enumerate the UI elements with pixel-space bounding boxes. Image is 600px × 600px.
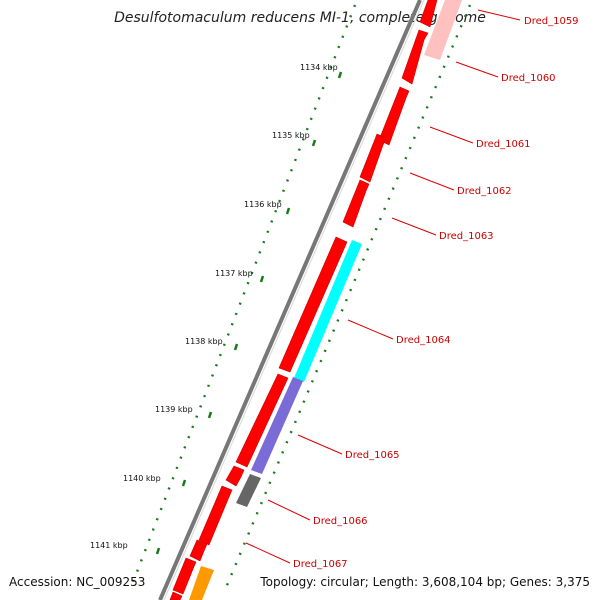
gene-label-dred-1059: Dred_1059 bbox=[524, 16, 579, 27]
gene-block-purple bbox=[251, 377, 303, 474]
topology-label: Topology: circular; Length: 3,608,104 bp… bbox=[260, 575, 590, 589]
gene-arrow-dred-1061 bbox=[378, 86, 410, 146]
kbp-label-1139: 1139 kbp bbox=[155, 405, 193, 414]
gene-block-gray bbox=[236, 474, 261, 507]
gene-arrow-pink bbox=[424, 0, 462, 60]
gene-label-dred-1060: Dred_1060 bbox=[501, 73, 556, 84]
gene-arrow-dred-1060b bbox=[401, 29, 429, 85]
gene-arrow-dred-1062 bbox=[359, 133, 387, 183]
gene-arrow-dred-1060 bbox=[419, 0, 438, 28]
gene-block-orange bbox=[189, 566, 214, 600]
inner-track bbox=[223, 4, 472, 591]
kbp-label-1138: 1138 kbp bbox=[185, 337, 223, 346]
genome-backbone bbox=[158, 0, 425, 600]
gene-arrow-dred-1065 bbox=[235, 373, 289, 468]
gene-label-dred-1065: Dred_1065 bbox=[345, 450, 400, 461]
map-title: Desulfotomaculum reducens MI-1, complete… bbox=[114, 10, 486, 26]
gene-label-dred-1067: Dred_1067 bbox=[293, 559, 348, 570]
gene-arrow-dred-1066 bbox=[225, 465, 245, 487]
gene-block-cyan bbox=[294, 240, 362, 382]
scale-major-ticks bbox=[155, 71, 343, 555]
kbp-label-1136: 1136 kbp bbox=[244, 200, 282, 209]
gene-label-dred-1062: Dred_1062 bbox=[457, 186, 512, 197]
gene-leader-lines bbox=[245, 9, 521, 564]
gene-label-dred-1064: Dred_1064 bbox=[396, 335, 451, 346]
kbp-label-1141: 1141 kbp bbox=[90, 541, 128, 550]
kbp-label-1140: 1140 kbp bbox=[123, 474, 161, 483]
gene-label-dred-1066: Dred_1066 bbox=[313, 516, 368, 527]
gene-arrow-dred-1064 bbox=[278, 236, 348, 373]
gene-arrows-forward bbox=[169, 0, 438, 600]
kbp-label-1134: 1134 kbp bbox=[300, 63, 338, 72]
gene-arrow-dred-1068 bbox=[172, 557, 197, 595]
accession-label: Accession: NC_009253 bbox=[9, 575, 146, 589]
gene-label-dred-1061: Dred_1061 bbox=[476, 139, 531, 150]
gene-arrow-dred-1063 bbox=[342, 179, 370, 228]
gene-arrow-dred-1069 bbox=[169, 591, 183, 600]
kbp-label-1135: 1135 kbp bbox=[272, 131, 310, 140]
gene-arrow-dred-1067b bbox=[189, 539, 208, 562]
gene-label-dred-1063: Dred_1063 bbox=[439, 231, 494, 242]
kbp-label-1137: 1137 kbp bbox=[215, 269, 253, 278]
